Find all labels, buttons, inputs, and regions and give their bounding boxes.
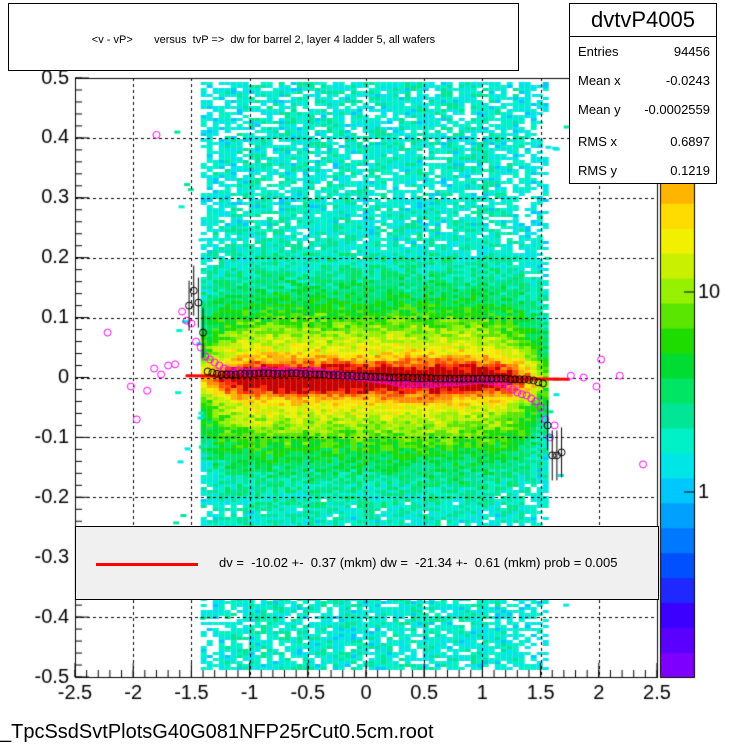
stat-label: RMS x [578, 134, 617, 149]
stat-label: Mean x [578, 73, 621, 88]
stat-row-mean-y: Mean y -0.0002559 [578, 100, 710, 120]
stat-value: 0.6897 [670, 134, 710, 149]
file-name-footer: _TpcSsdSvtPlotsG40G081NFP25rCut0.5cm.roo… [0, 721, 434, 743]
stat-label: Entries [578, 44, 619, 59]
fit-legend-box: dv = -10.02 +- 0.37 (mkm) dw = -21.34 +-… [75, 526, 659, 600]
stat-label: Mean y [578, 102, 621, 117]
stat-label: RMS y [578, 163, 617, 178]
stat-row-rms-x: RMS x 0.6897 [578, 132, 710, 152]
fit-legend-line [96, 563, 198, 566]
stat-value: -0.0002559 [644, 102, 710, 117]
stat-value: -0.0243 [665, 73, 710, 88]
stat-row-rms-y: RMS y 0.1219 [578, 161, 710, 181]
stats-name: dvtvP4005 [570, 4, 716, 37]
stats-box: dvtvP4005 Entries 94456 Mean x -0.0243 M… [569, 3, 717, 184]
stat-row-entries: Entries 94456 [578, 42, 710, 62]
fit-legend-text: dv = -10.02 +- 0.37 (mkm) dw = -21.34 +-… [219, 555, 618, 570]
title-box: <v - vP> versus tvP => dw for barrel 2, … [8, 3, 519, 71]
stat-row-mean-x: Mean x -0.0243 [578, 71, 710, 91]
chart-title: <v - vP> versus tvP => dw for barrel 2, … [91, 34, 436, 46]
stat-value: 0.1219 [670, 163, 710, 178]
stat-value: 94456 [673, 44, 710, 59]
